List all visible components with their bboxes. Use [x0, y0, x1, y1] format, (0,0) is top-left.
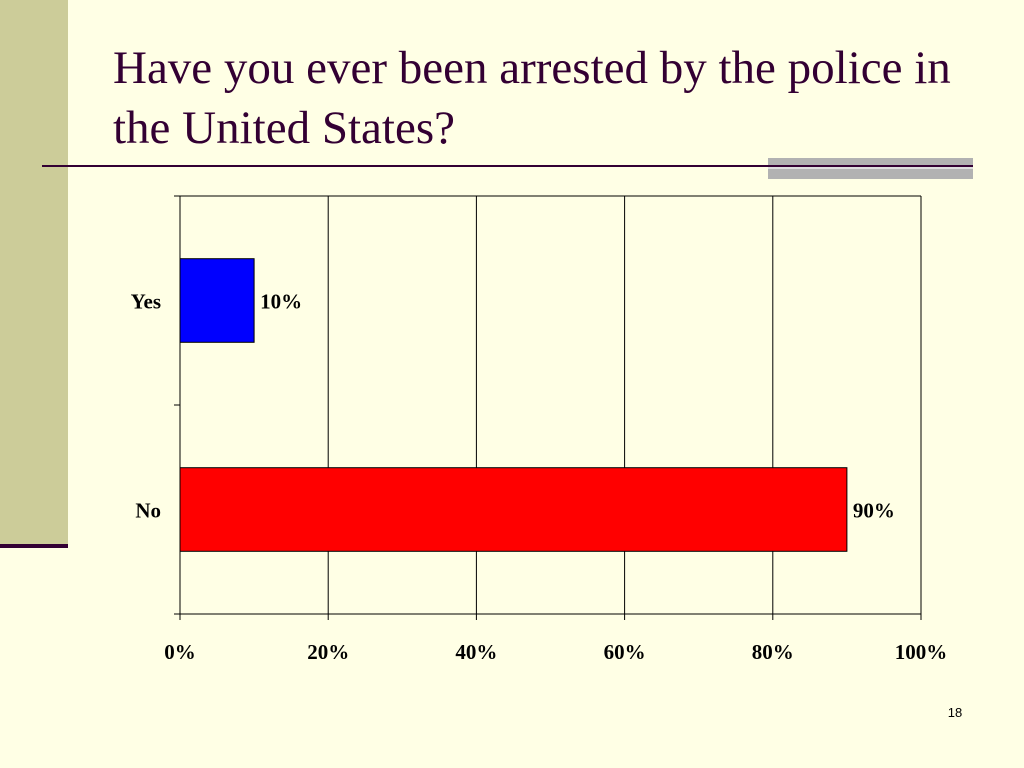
x-tick-label: 80% — [752, 640, 794, 664]
category-label-yes: Yes — [131, 290, 161, 314]
slide-number: 18 — [947, 705, 963, 720]
x-tick-label: 40% — [455, 640, 497, 664]
title-decor-highlight — [768, 166, 973, 169]
data-label-no: 90% — [853, 499, 895, 523]
side-decor-accent — [0, 544, 68, 548]
label-layer: 10% Yes 90% No 0% 20% 40% 60% 80% 100% — [131, 290, 948, 665]
x-tick-label: 0% — [164, 640, 196, 664]
bar-yes — [179, 258, 255, 343]
slide-title: Have you ever been arrested by the polic… — [113, 42, 951, 154]
x-tick-label: 100% — [895, 640, 948, 664]
title-underline — [42, 165, 973, 167]
bar-no — [179, 467, 848, 552]
axis-layer — [174, 195, 922, 620]
x-tick-label: 60% — [604, 640, 646, 664]
data-label-yes: 10% — [260, 290, 302, 314]
bar-layer — [179, 258, 848, 552]
side-decor-band — [0, 0, 68, 546]
x-tick-label: 20% — [307, 640, 349, 664]
category-label-no: No — [135, 499, 161, 523]
